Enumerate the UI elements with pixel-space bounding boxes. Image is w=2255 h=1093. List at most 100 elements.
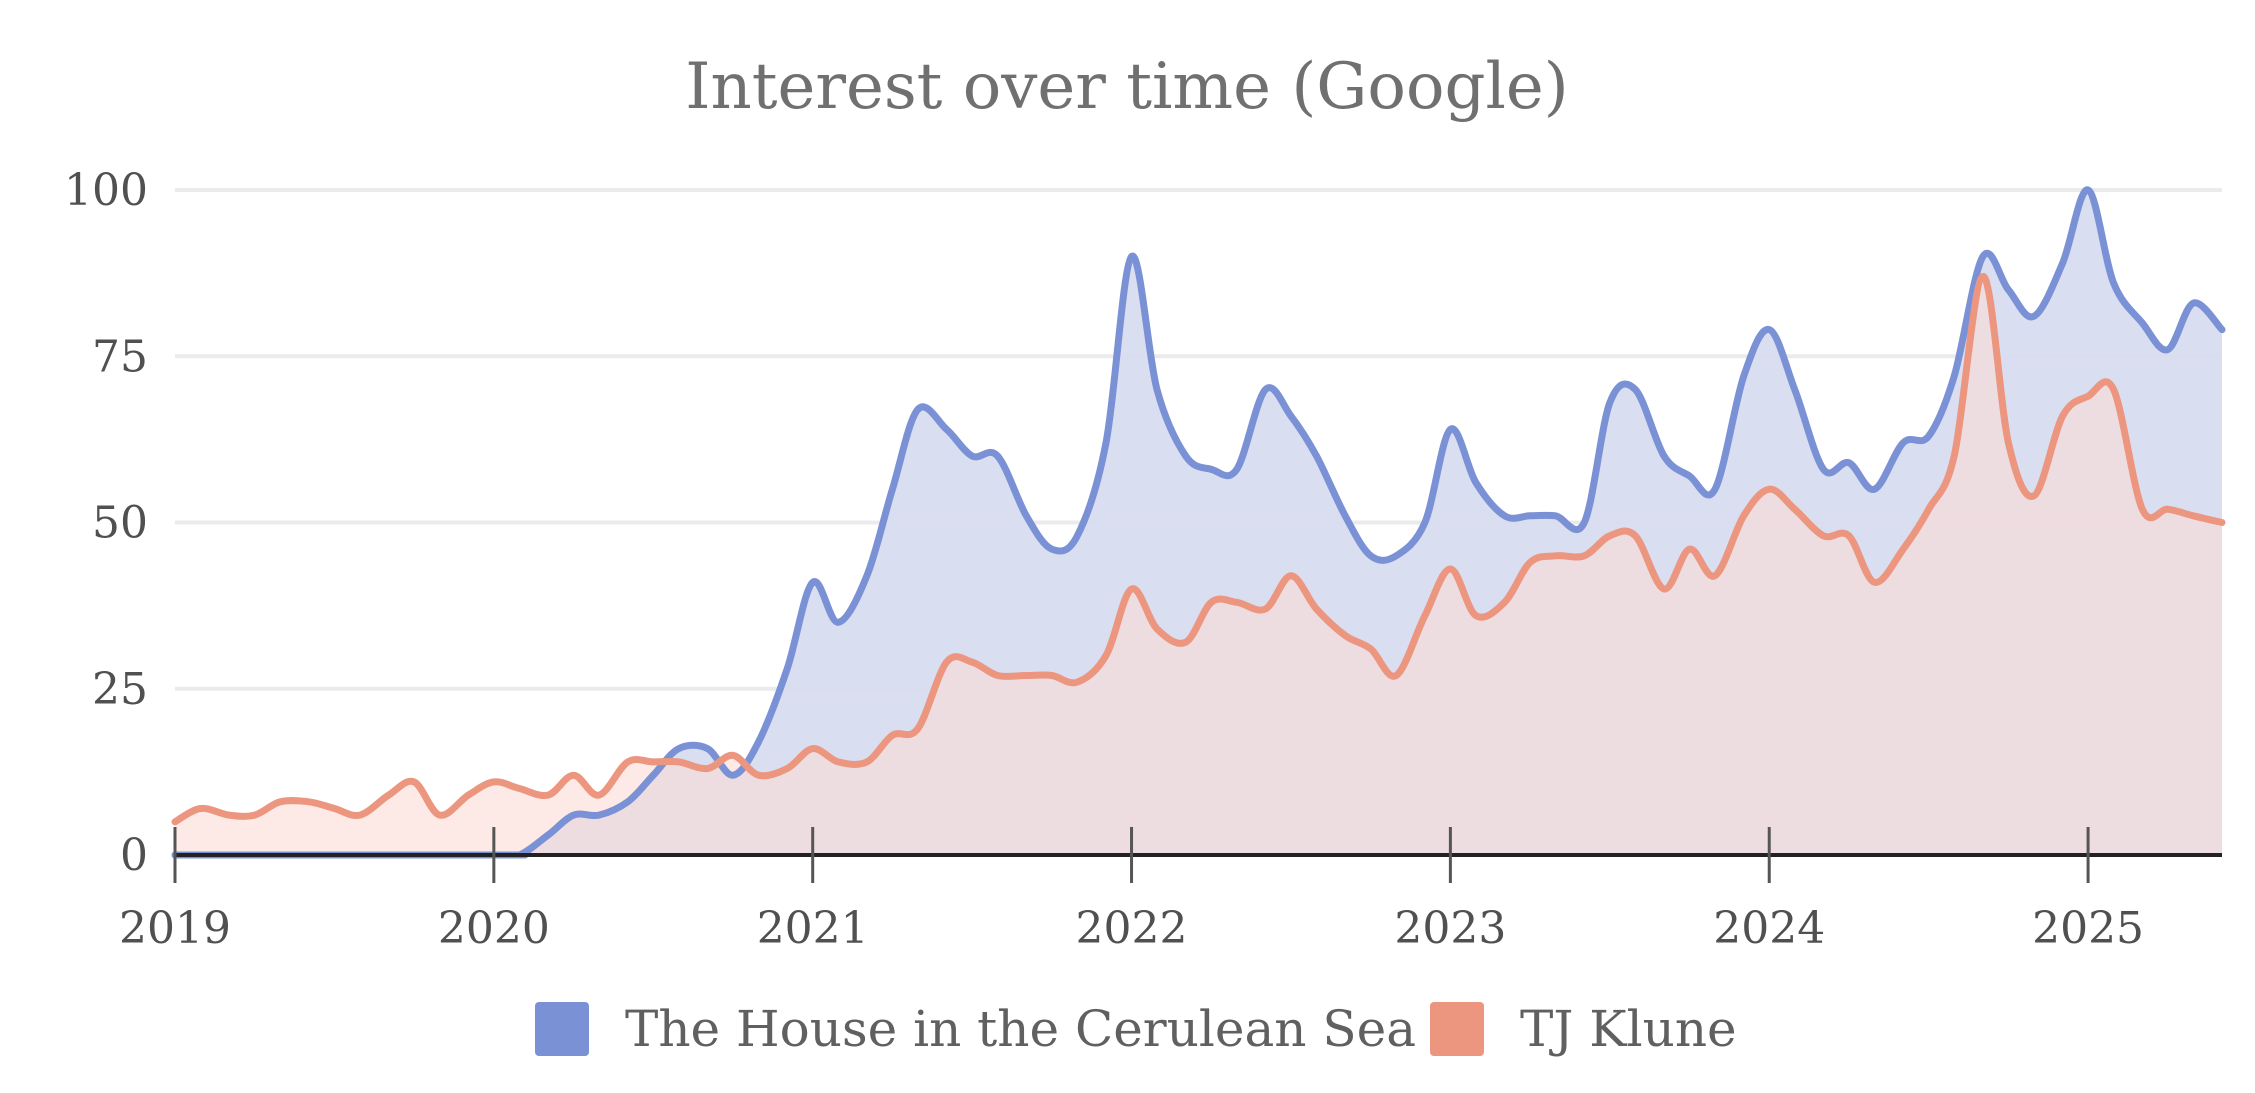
data-point: [2191, 301, 2195, 305]
data-point: [1688, 547, 1692, 551]
data-point: [1184, 454, 1188, 458]
data-point: [492, 780, 496, 784]
data-point: [1263, 607, 1267, 611]
data-point: [2061, 414, 2065, 418]
data-point: [970, 660, 974, 664]
data-point: [1024, 514, 1028, 518]
x-tick-label: 2019: [119, 903, 231, 954]
data-point: [756, 740, 760, 744]
data-point: [1901, 441, 1905, 445]
data-point: [677, 747, 681, 751]
data-point: [1821, 534, 1825, 538]
legend-swatch: [535, 1002, 589, 1056]
data-point: [705, 767, 709, 771]
x-tick-label: 2025: [2032, 903, 2144, 954]
data-point: [1184, 640, 1188, 644]
x-tick-label: 2022: [1076, 903, 1188, 954]
data-point: [2032, 314, 2036, 318]
data-point: [865, 760, 869, 764]
legend-swatch: [1430, 1002, 1484, 1056]
data-point: [1050, 673, 1054, 677]
data-point: [836, 760, 840, 764]
x-tick-label: 2020: [438, 903, 550, 954]
data-point: [332, 806, 336, 810]
data-point: [1369, 647, 1373, 651]
data-point: [1767, 328, 1771, 332]
axes: 0 25 50 75 100 2019 2020 2021 2022 2023 2024 2025: [64, 165, 2222, 954]
data-point: [1289, 414, 1293, 418]
data-point: [1209, 600, 1213, 604]
x-tick-label: 2021: [757, 903, 869, 954]
series-line-1: [171, 272, 2226, 826]
data-point: [572, 813, 576, 817]
data-point: [1503, 514, 1507, 518]
data-point: [731, 753, 735, 757]
data-point: [438, 813, 442, 817]
data-point: [199, 806, 203, 810]
data-point: [1130, 587, 1134, 591]
data-point: [1981, 255, 1985, 259]
data-point: [2112, 281, 2116, 285]
data-point: [1155, 388, 1159, 392]
data-point: [1742, 374, 1746, 378]
data-point: [307, 800, 311, 804]
x-tick-label: 2024: [1713, 903, 1825, 954]
data-point: [1582, 554, 1586, 558]
data-point: [2166, 348, 2170, 352]
data-point: [1369, 554, 1373, 558]
data-point: [358, 813, 362, 817]
data-point: [890, 733, 894, 737]
data-point: [1263, 388, 1267, 392]
data-point: [1314, 454, 1318, 458]
data-point: [1209, 467, 1213, 471]
data-point: [626, 760, 630, 764]
data-point: [1024, 673, 1028, 677]
data-point: [626, 800, 630, 804]
data-point: [756, 773, 760, 777]
data-point: [227, 813, 231, 817]
data-point: [1423, 614, 1427, 618]
data-point: [2191, 514, 2195, 518]
data-point: [1448, 427, 1452, 431]
data-point: [2032, 494, 2036, 498]
data-point: [1474, 614, 1478, 618]
y-tick-label: 0: [120, 830, 148, 881]
chart-title: Interest over time (Google): [685, 50, 1569, 124]
data-point: [916, 727, 920, 731]
x-tick-label: 2023: [1394, 903, 1506, 954]
data-point: [1448, 567, 1452, 571]
data-point: [2166, 507, 2170, 511]
series-areas: [175, 189, 2222, 855]
data-point: [1901, 547, 1905, 551]
data-point: [1847, 461, 1851, 465]
data-point: [970, 454, 974, 458]
data-point: [1952, 374, 1956, 378]
data-point: [2006, 441, 2010, 445]
data-point: [1528, 514, 1532, 518]
series-line-0: [171, 186, 2226, 859]
data-point: [1633, 388, 1637, 392]
data-point: [1582, 521, 1586, 525]
data-point: [836, 620, 840, 624]
data-point: [2140, 507, 2144, 511]
y-tick-label: 25: [92, 664, 148, 715]
data-point: [1767, 487, 1771, 491]
legend-item-1: TJ Klune: [1430, 1000, 1737, 1058]
data-point: [1662, 587, 1666, 591]
data-point: [173, 820, 177, 824]
data-point: [1075, 534, 1079, 538]
data-point: [1474, 481, 1478, 485]
data-point: [1821, 467, 1825, 471]
data-point: [412, 780, 416, 784]
data-point: [1608, 401, 1612, 405]
data-point: [785, 667, 789, 671]
data-point: [1713, 574, 1717, 578]
data-point: [572, 773, 576, 777]
y-tick-label: 75: [92, 331, 148, 382]
data-point: [1528, 560, 1532, 564]
data-point: [1130, 255, 1134, 259]
data-point: [1104, 441, 1108, 445]
data-point: [597, 813, 601, 817]
data-point: [546, 833, 550, 837]
